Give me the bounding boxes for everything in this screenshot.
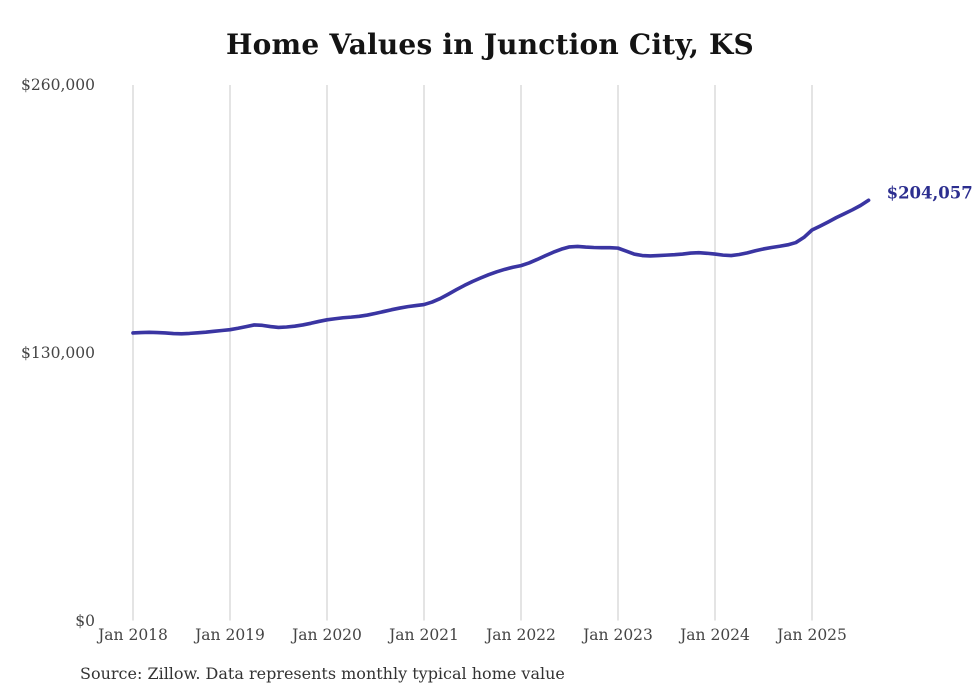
x-axis-label: Jan 2021: [389, 626, 459, 644]
source-note: Source: Zillow. Data represents monthly …: [80, 664, 565, 683]
y-axis-label: $260,000: [21, 76, 95, 94]
x-axis-label: Jan 2023: [583, 626, 653, 644]
vertical-gridlines: [132, 85, 813, 621]
x-axis-label: Jan 2019: [195, 626, 265, 644]
x-axis-label: Jan 2025: [777, 626, 847, 644]
x-axis-label: Jan 2018: [98, 626, 168, 644]
x-axis-label: Jan 2022: [486, 626, 556, 644]
chart-title: Home Values in Junction City, KS: [226, 28, 754, 61]
x-axis-label: Jan 2020: [292, 626, 362, 644]
home-value-line: [131, 198, 871, 336]
current-value-label: $204,057: [886, 183, 973, 203]
y-axis-label: $0: [75, 611, 95, 630]
y-axis-label: $130,000: [21, 343, 95, 362]
x-axis-label: Jan 2024: [680, 626, 750, 644]
